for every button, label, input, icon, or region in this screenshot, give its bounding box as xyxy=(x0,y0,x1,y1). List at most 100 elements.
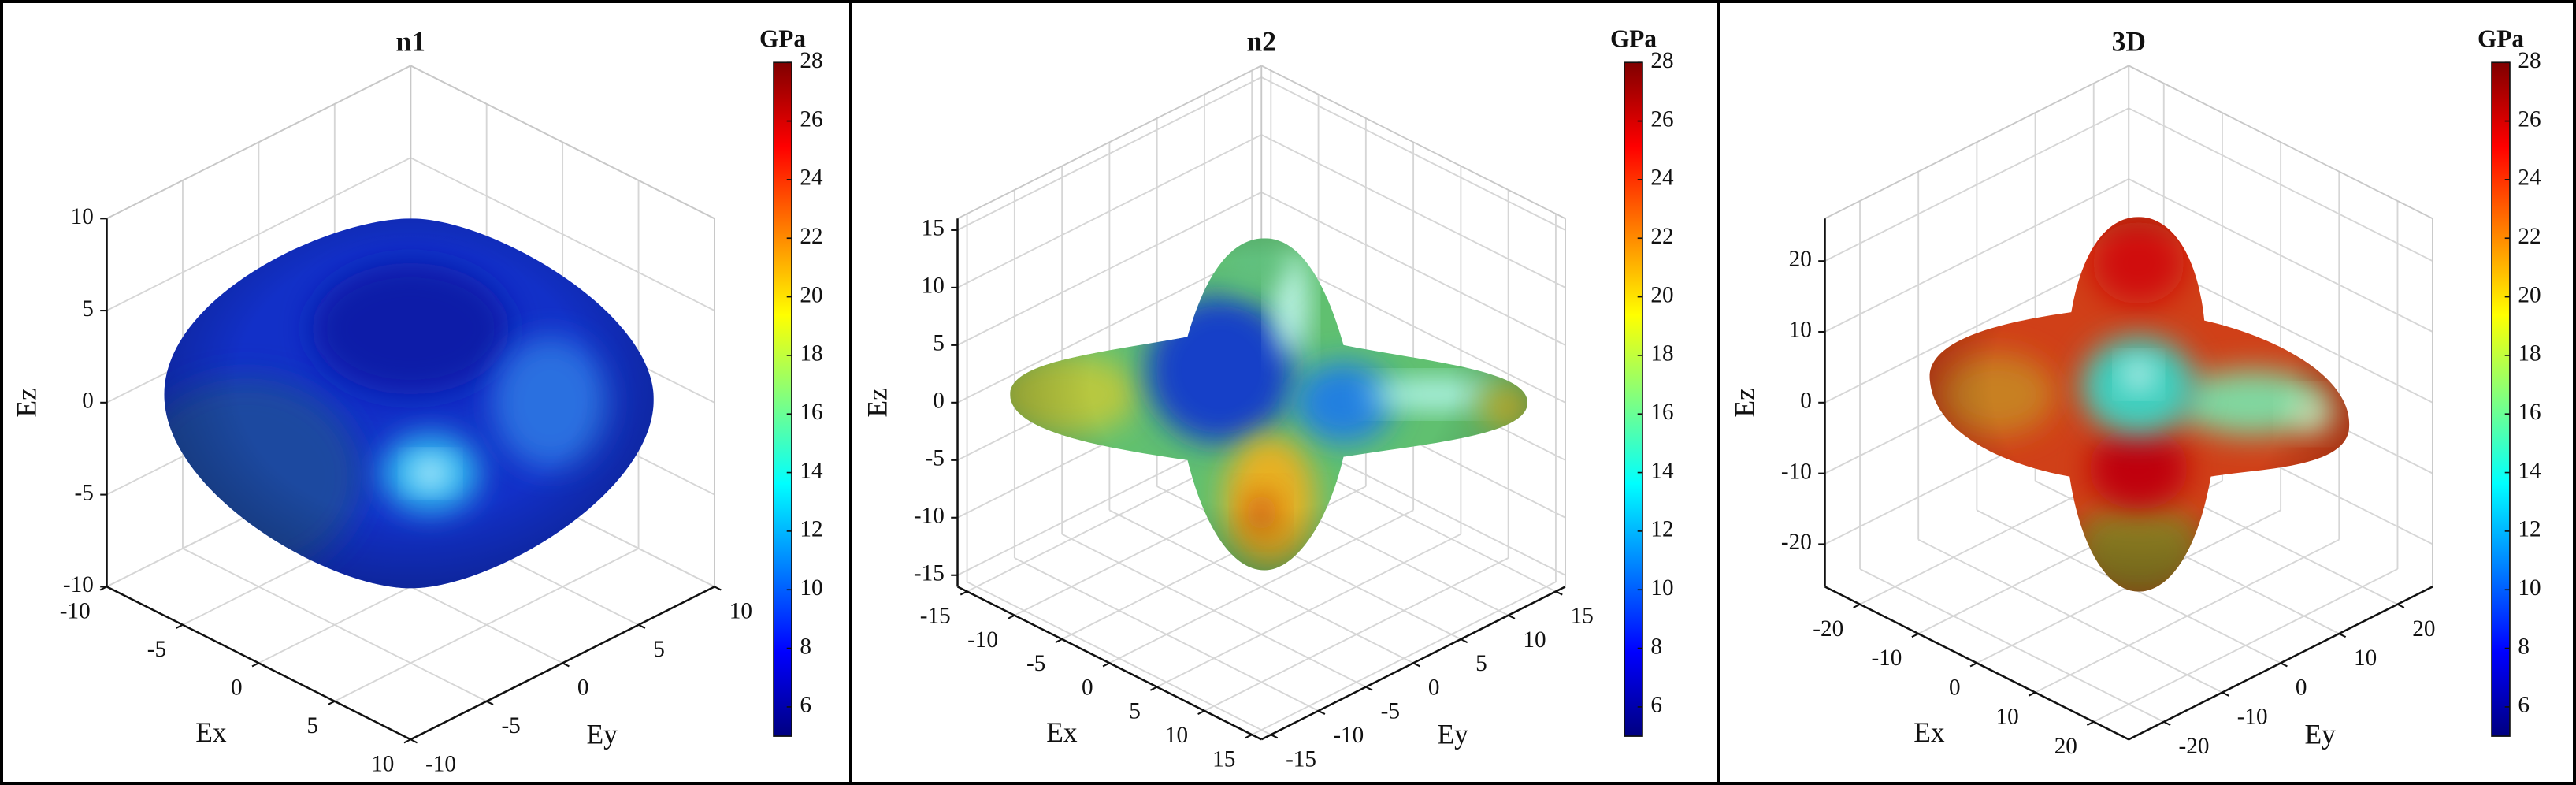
x-tick-label: -15 xyxy=(920,603,951,628)
z-axis-label: Ez xyxy=(1729,388,1761,417)
z-tick-label: 0 xyxy=(1800,389,1812,414)
box-edge xyxy=(106,65,411,220)
grid-line xyxy=(1824,178,2129,333)
x-tick-label: 5 xyxy=(306,713,318,738)
colorbar-tick-label: 20 xyxy=(1650,282,1673,307)
colorbar-tick-label: 12 xyxy=(2518,517,2541,542)
colorbar-tick-label: 16 xyxy=(1650,400,1673,425)
colorbar-tick-label: 22 xyxy=(2518,224,2541,249)
x-tick xyxy=(1102,662,1110,668)
x-tick xyxy=(2028,691,2036,697)
z-tick-label: 0 xyxy=(82,389,94,414)
z-axis-label: Ez xyxy=(11,388,43,417)
x-tick-label: 10 xyxy=(1165,723,1188,748)
x-tick xyxy=(251,662,259,668)
y-tick xyxy=(2397,603,2405,608)
y-tick-label: 0 xyxy=(577,675,589,700)
colorbar-tick-label: 24 xyxy=(1650,166,1674,191)
grid-line xyxy=(106,157,411,311)
colorbar xyxy=(2491,61,2511,737)
grid-line xyxy=(1824,249,2129,404)
surface xyxy=(164,218,654,589)
x-tick-label: -5 xyxy=(1026,651,1045,676)
x-tick xyxy=(1911,633,1919,638)
colorbar-tick-label: 28 xyxy=(1650,48,1673,73)
panel-title: n2 xyxy=(1247,25,1276,57)
z-tick-label: 5 xyxy=(82,296,94,322)
y-tick-label: 10 xyxy=(729,598,752,623)
x-tick xyxy=(1008,614,1015,619)
grid-line xyxy=(182,548,488,702)
y-tick-label: -10 xyxy=(2237,705,2268,730)
y-tick-label: -20 xyxy=(2179,734,2210,759)
z-tick-label: 10 xyxy=(71,204,94,229)
x-axis-label: Ex xyxy=(195,716,227,748)
colorbar-tick-label: 6 xyxy=(800,693,811,718)
grid-line xyxy=(1108,509,1414,664)
x-tick-label: -5 xyxy=(147,637,166,662)
x-tick xyxy=(1197,709,1205,715)
colorbar-tick-label: 8 xyxy=(800,634,811,659)
y-tick xyxy=(2222,691,2229,697)
x-tick xyxy=(1149,686,1158,691)
colorbar-tick-label: 6 xyxy=(1650,693,1662,718)
x-tick xyxy=(1969,662,1977,668)
y-tick xyxy=(410,738,418,744)
colorbar-tick-label: 16 xyxy=(2518,400,2541,425)
box-edge xyxy=(2128,65,2433,220)
y-axis-label: Ey xyxy=(1437,718,1468,750)
y-tick xyxy=(486,700,494,705)
grid-line xyxy=(1260,134,1566,288)
x-tick xyxy=(2086,720,2095,726)
colorbar-tick-label: 10 xyxy=(1650,575,1673,601)
panel-title: n1 xyxy=(396,25,425,57)
x-tick xyxy=(403,738,411,744)
y-tick xyxy=(1412,662,1420,668)
grid-line xyxy=(1859,568,2165,723)
colorbar-tick-label: 14 xyxy=(800,458,823,483)
grid-line xyxy=(1260,192,1566,346)
x-tick xyxy=(1853,603,1861,608)
grid-line xyxy=(2128,107,2433,262)
x-tick-label: 10 xyxy=(371,751,394,776)
grid-line xyxy=(957,192,1262,346)
y-tick xyxy=(1555,590,1563,596)
z-tick-label: -5 xyxy=(926,446,945,471)
z-tick-label: -5 xyxy=(75,480,94,505)
colorbar-tick-label: 28 xyxy=(2518,48,2541,73)
colorbar-tick-label: 22 xyxy=(800,224,822,249)
colorbar xyxy=(773,61,792,737)
colorbar xyxy=(1624,61,1643,737)
colorbar-tick-label: 10 xyxy=(800,575,822,601)
y-tick-label: -5 xyxy=(501,713,520,738)
colorbar-tick-label: 10 xyxy=(2518,575,2541,601)
colorbar-tick-label: 24 xyxy=(800,166,823,191)
z-tick-label: 0 xyxy=(933,389,945,414)
x-tick-label: -20 xyxy=(1813,616,1843,642)
y-tick xyxy=(2280,662,2288,668)
y-tick xyxy=(1460,638,1468,644)
colorbar-tick-label: 6 xyxy=(2518,693,2530,718)
y-tick-label: -10 xyxy=(425,751,456,776)
grid-line xyxy=(1824,107,2129,262)
y-tick-label: -5 xyxy=(1381,699,1400,724)
x-axis-label: Ex xyxy=(1046,716,1078,748)
grid-line xyxy=(957,249,1262,404)
y-tick xyxy=(1508,614,1516,619)
y-tick xyxy=(2163,720,2171,726)
x-tick-label: 15 xyxy=(1212,746,1235,772)
y-axis-label: Ey xyxy=(2304,718,2336,750)
y-tick xyxy=(562,662,570,668)
x-tick xyxy=(328,700,336,705)
z-axis-label: Ez xyxy=(862,388,893,417)
x-tick-label: 10 xyxy=(1996,705,2019,730)
grid-line xyxy=(2128,178,2433,333)
colorbar-tick-label: 18 xyxy=(800,341,822,366)
x-axis-label: Ex xyxy=(1913,716,1945,748)
z-tick-label: 10 xyxy=(1789,318,1812,343)
z-tick-label: 20 xyxy=(1789,247,1812,272)
colorbar-tick-label: 12 xyxy=(1650,517,1673,542)
x-tick-label: -10 xyxy=(1871,645,1902,671)
x-tick-label: -10 xyxy=(967,627,998,653)
y-tick xyxy=(1365,686,1373,691)
